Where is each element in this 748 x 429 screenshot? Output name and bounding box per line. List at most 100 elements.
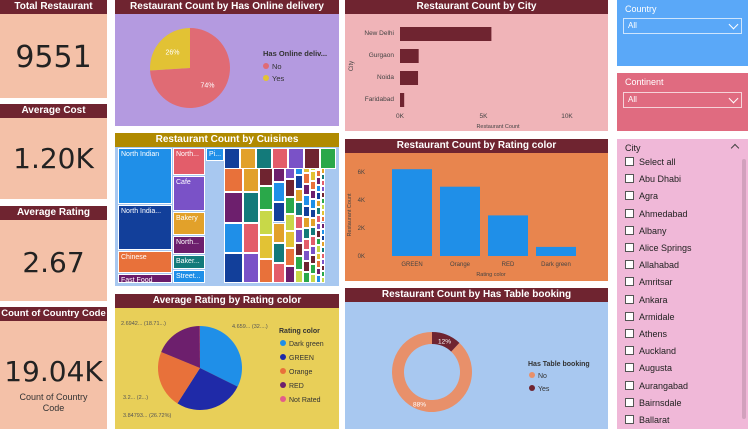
city-option[interactable]: Armidale: [625, 309, 675, 326]
treemap-minor-tile: [316, 252, 321, 261]
treemap-minor-tile: [321, 180, 325, 187]
treemap-minor-tile: [321, 228, 325, 235]
city-list-scrollbar[interactable]: [742, 159, 746, 419]
city-option[interactable]: Abu Dhabi: [625, 171, 681, 188]
city-option[interactable]: Select all: [625, 154, 676, 171]
legend-marker: [263, 63, 269, 69]
treemap-minor-tile: [310, 189, 316, 200]
checkbox-icon[interactable]: [625, 225, 634, 235]
treemap-minor-tile: [243, 192, 259, 223]
checkbox-icon[interactable]: [625, 380, 634, 390]
treemap-minor-tile: [288, 148, 304, 169]
treemap-tile[interactable]: Bakery: [173, 212, 205, 235]
city-chart-card: Restaurant Count by City New Delhi Gurgao…: [345, 0, 608, 131]
treemap-tile[interactable]: Fast Food: [118, 274, 172, 283]
cuisines-treemap: North Indian North... Pi... Cafe North India…: [118, 147, 336, 283]
treemap-minor-tile: [303, 250, 310, 261]
checkbox-icon[interactable]: [625, 294, 634, 304]
kpi-country-code-value: 19.04K: [4, 355, 103, 388]
city-option-label: Abu Dhabi: [639, 174, 682, 185]
checkbox-icon[interactable]: [625, 277, 634, 287]
city-option[interactable]: Albany: [625, 223, 667, 240]
treemap-tile[interactable]: Pi...: [206, 148, 224, 161]
treemap-tile[interactable]: North Indian: [118, 148, 172, 204]
treemap-minor-tile: [285, 248, 295, 266]
treemap-tile[interactable]: Baker...: [173, 255, 205, 269]
city-option[interactable]: Ballarat: [625, 412, 670, 429]
rating-color-title: Restaurant Count by Rating color: [345, 139, 608, 153]
chevron-up-icon[interactable]: [730, 143, 740, 153]
treemap-minor-tile: [321, 234, 325, 241]
chevron-down-icon: [728, 19, 739, 30]
city-list: Select all Abu Dhabi Agra Ahmedabad Albany Al…: [617, 154, 737, 429]
city-option[interactable]: Aurangabad: [625, 378, 688, 395]
treemap-minor-tile: [310, 208, 316, 218]
treemap-minor-tile: [303, 195, 310, 206]
city-option-label: Auckland: [639, 346, 677, 357]
bar: [488, 215, 528, 256]
tick-label: 6K: [358, 170, 365, 176]
city-option[interactable]: Bairnsdale: [625, 395, 682, 412]
city-option[interactable]: Alice Springs: [625, 240, 692, 257]
treemap-minor-tile: [303, 228, 310, 239]
treemap-tile[interactable]: North...: [173, 236, 205, 254]
checkbox-icon[interactable]: [625, 346, 634, 356]
treemap-minor-tile: [316, 214, 321, 223]
treemap-minor-tile: [285, 196, 295, 214]
city-option[interactable]: Augusta: [625, 360, 672, 377]
treemap-minor-tile: [256, 148, 272, 169]
treemap-minor-tile: [321, 186, 325, 193]
city-option[interactable]: Auckland: [625, 343, 676, 360]
treemap-tile[interactable]: North...: [173, 148, 205, 175]
data-label: 88%: [413, 402, 426, 409]
checkbox-icon[interactable]: [625, 208, 634, 218]
treemap-minor-tile: [310, 227, 316, 237]
pie-slice: [150, 28, 230, 108]
city-option-label: Ahmedabad: [639, 208, 688, 219]
data-label: 3.2... (2...): [123, 395, 148, 401]
avg-rating-card: Average Rating by Rating color 4.659... …: [115, 294, 339, 429]
treemap-minor-tile: [259, 234, 273, 259]
treemap-tile[interactable]: North India...: [118, 205, 172, 250]
city-option-label: Allahabad: [639, 260, 680, 271]
city-option[interactable]: Ahmedabad: [625, 206, 688, 223]
city-option[interactable]: Athens: [625, 326, 667, 343]
kpi-total-restaurant-title: Total Restaurant: [0, 0, 107, 14]
continent-dropdown[interactable]: All: [623, 92, 742, 108]
treemap-minor-tile: [321, 246, 325, 253]
treemap-minor-tile: [259, 186, 273, 211]
checkbox-icon[interactable]: [625, 329, 634, 338]
city-option-label: Amritsar: [639, 277, 673, 288]
treemap-minor-tile: [303, 272, 310, 283]
treemap-minor-tile: [310, 273, 316, 283]
checkbox-icon[interactable]: [625, 397, 634, 407]
treemap-minor-tile: [285, 179, 295, 197]
city-option[interactable]: Ankara: [625, 292, 668, 309]
bar: [400, 93, 405, 107]
city-option[interactable]: Amritsar: [625, 274, 673, 291]
city-option[interactable]: Allahabad: [625, 257, 679, 274]
checkbox-icon[interactable]: [625, 157, 634, 166]
city-option-label: Alice Springs: [639, 243, 692, 253]
country-dropdown[interactable]: All: [623, 18, 742, 34]
checkbox-icon[interactable]: [625, 243, 634, 252]
kpi-average-cost: Average Cost 1.20K: [0, 104, 107, 199]
treemap-minor-tile: [310, 180, 316, 190]
treemap-minor-tile: [272, 148, 288, 169]
x-axis-title: Rating color: [476, 272, 506, 278]
checkbox-icon[interactable]: [625, 311, 634, 321]
treemap-tile[interactable]: Cafe: [173, 176, 205, 211]
rating-color-card: Restaurant Count by Rating color 0K 2K 4K 6…: [345, 139, 608, 281]
checkbox-icon[interactable]: [625, 174, 634, 184]
checkbox-icon[interactable]: [625, 260, 634, 270]
treemap-tile[interactable]: Street...: [173, 270, 205, 283]
tick-label: 0K: [358, 254, 365, 260]
kpi-average-cost-title: Average Cost: [0, 104, 107, 118]
checkbox-icon[interactable]: [625, 415, 634, 424]
treemap-minor-tile: [316, 230, 321, 238]
checkbox-icon[interactable]: [625, 191, 634, 201]
treemap-tile[interactable]: Chinese: [118, 251, 172, 273]
city-option[interactable]: Agra: [625, 188, 658, 205]
checkbox-icon[interactable]: [625, 363, 634, 373]
city-option-label: Augusta: [639, 363, 673, 374]
